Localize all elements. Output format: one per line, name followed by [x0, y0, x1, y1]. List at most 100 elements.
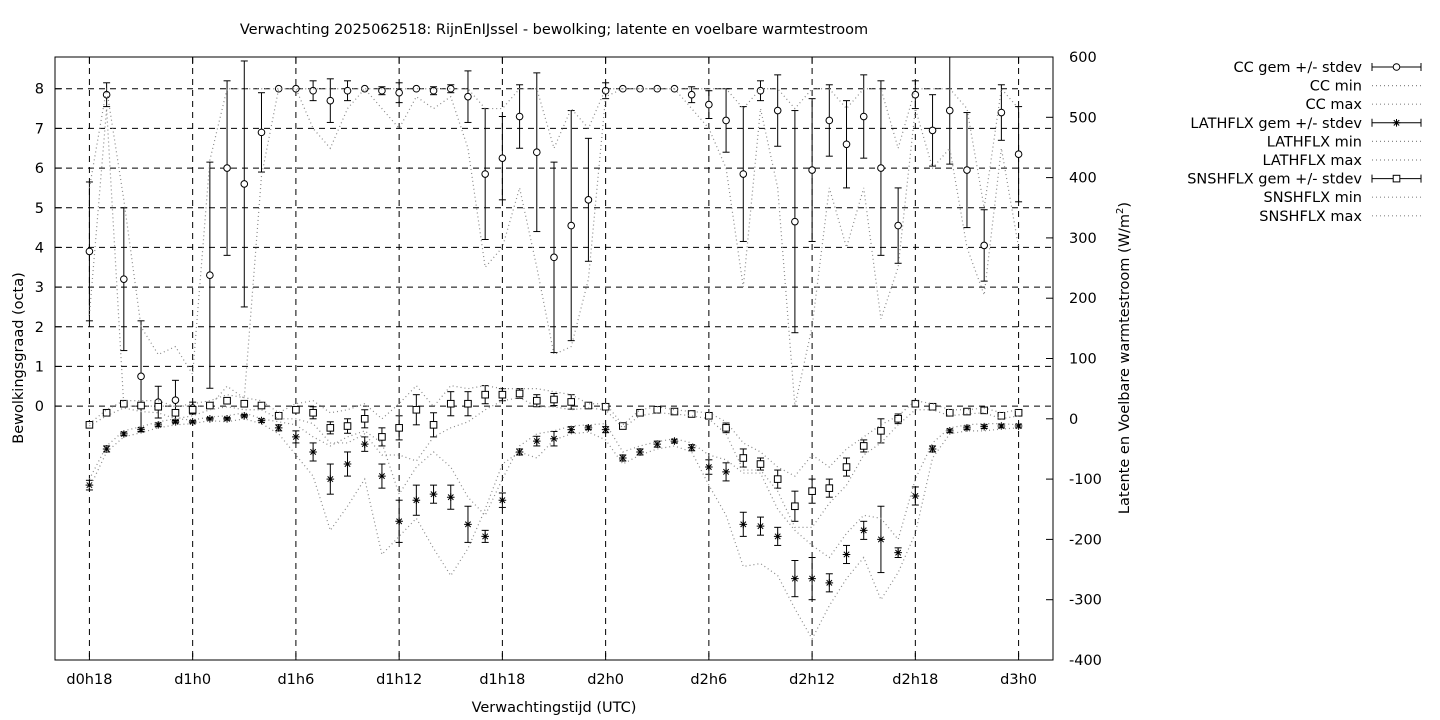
legend-label: CC max	[1306, 97, 1363, 113]
data-point	[705, 100, 713, 109]
data-point	[980, 422, 988, 431]
legend-marker	[1392, 63, 1401, 71]
data-point	[171, 396, 180, 404]
data-point	[154, 402, 163, 411]
data-point	[464, 92, 472, 101]
data-point	[894, 221, 902, 230]
data-point	[274, 424, 283, 432]
x-tick-label: d2h0	[587, 672, 624, 688]
data-point	[791, 574, 799, 583]
data-point	[877, 535, 885, 544]
y2-tick-label: 400	[1069, 171, 1097, 187]
data-point	[687, 410, 696, 418]
data-point	[85, 481, 94, 489]
data-point	[705, 463, 713, 471]
data-point	[773, 532, 782, 541]
y2-tick-label: -100	[1069, 472, 1102, 488]
data-point	[756, 522, 765, 530]
data-point	[498, 496, 507, 505]
series-snshflx-gem-stdev	[85, 385, 1023, 522]
data-point	[980, 406, 988, 415]
y-axis-label: Bewolkingsgraad (octa)	[11, 272, 27, 443]
data-point	[928, 126, 937, 135]
data-point	[464, 399, 472, 408]
x-tick-label: d1h18	[479, 672, 525, 688]
data-point	[206, 415, 214, 423]
data-point	[292, 405, 300, 414]
data-point	[911, 399, 920, 408]
data-point	[928, 402, 937, 411]
data-point	[102, 408, 111, 417]
data-point	[756, 86, 765, 95]
data-point	[326, 424, 335, 432]
data-point	[773, 106, 782, 115]
data-point	[773, 475, 782, 483]
data-point	[85, 421, 94, 429]
x-tick-label: d1h12	[376, 672, 422, 688]
data-point	[446, 493, 455, 501]
data-point	[343, 422, 352, 430]
data-point	[412, 496, 421, 505]
data-point	[360, 440, 369, 448]
data-point	[85, 247, 94, 256]
y2-tick-label: 600	[1069, 50, 1097, 66]
data-point	[894, 415, 902, 423]
data-point	[223, 415, 231, 423]
data-point	[825, 116, 834, 125]
data-point	[532, 396, 541, 405]
data-point	[515, 112, 524, 121]
data-point	[188, 418, 197, 426]
data-point	[360, 84, 369, 93]
data-point	[842, 463, 851, 471]
x-tick-label: d3h0	[1000, 672, 1037, 688]
data-point	[378, 86, 386, 95]
data-point	[963, 424, 971, 432]
series-line	[88, 87, 1020, 407]
data-point	[550, 253, 558, 262]
series-snshflx-max	[89, 384, 1019, 477]
data-point	[825, 579, 834, 587]
x-tick-label: d0h18	[66, 672, 112, 688]
data-point	[739, 170, 748, 178]
data-point	[257, 416, 266, 425]
data-point	[223, 396, 231, 405]
data-point	[945, 106, 954, 115]
data-point	[567, 425, 576, 434]
data-point	[619, 454, 627, 462]
legend-label: LATHFLX gem +/- stdev	[1190, 116, 1362, 132]
y-tick-label: 7	[35, 121, 44, 137]
data-point	[1014, 422, 1023, 430]
data-point	[446, 399, 455, 408]
data-point	[1014, 408, 1023, 417]
data-point	[481, 170, 489, 178]
data-point	[859, 442, 868, 450]
data-point	[154, 421, 163, 429]
data-point	[825, 484, 834, 492]
data-point	[911, 492, 920, 500]
x-tick-label: d1h6	[277, 672, 314, 688]
data-point	[309, 86, 317, 95]
x-axis-label: Verwachtingstijd (UTC)	[472, 700, 637, 716]
legend-label: SNSHFLX gem +/- stdev	[1187, 172, 1362, 188]
data-point	[274, 411, 283, 420]
ticks-layer: d0h18 d1h0 d1h6 d1h12 d1h18 d2h0 d2h6 d2h12 d2h1…	[35, 50, 1102, 688]
y2-tick-label: 100	[1069, 352, 1097, 368]
data-point	[584, 424, 593, 432]
data-point	[257, 128, 266, 137]
data-point	[619, 422, 627, 430]
y2-tick-label: -400	[1069, 653, 1102, 669]
y-tick-label: 5	[35, 201, 44, 217]
data-point	[550, 395, 558, 404]
legend-label: SNSHFLX max	[1259, 209, 1362, 225]
series-line	[88, 418, 1019, 641]
data-point	[532, 148, 541, 157]
x-tick-label: d2h18	[892, 672, 938, 688]
data-point	[842, 550, 851, 559]
data-point	[498, 154, 507, 162]
data-point	[137, 372, 145, 381]
data-point	[653, 440, 662, 448]
data-point	[584, 401, 593, 410]
legend-marker	[1392, 119, 1401, 127]
